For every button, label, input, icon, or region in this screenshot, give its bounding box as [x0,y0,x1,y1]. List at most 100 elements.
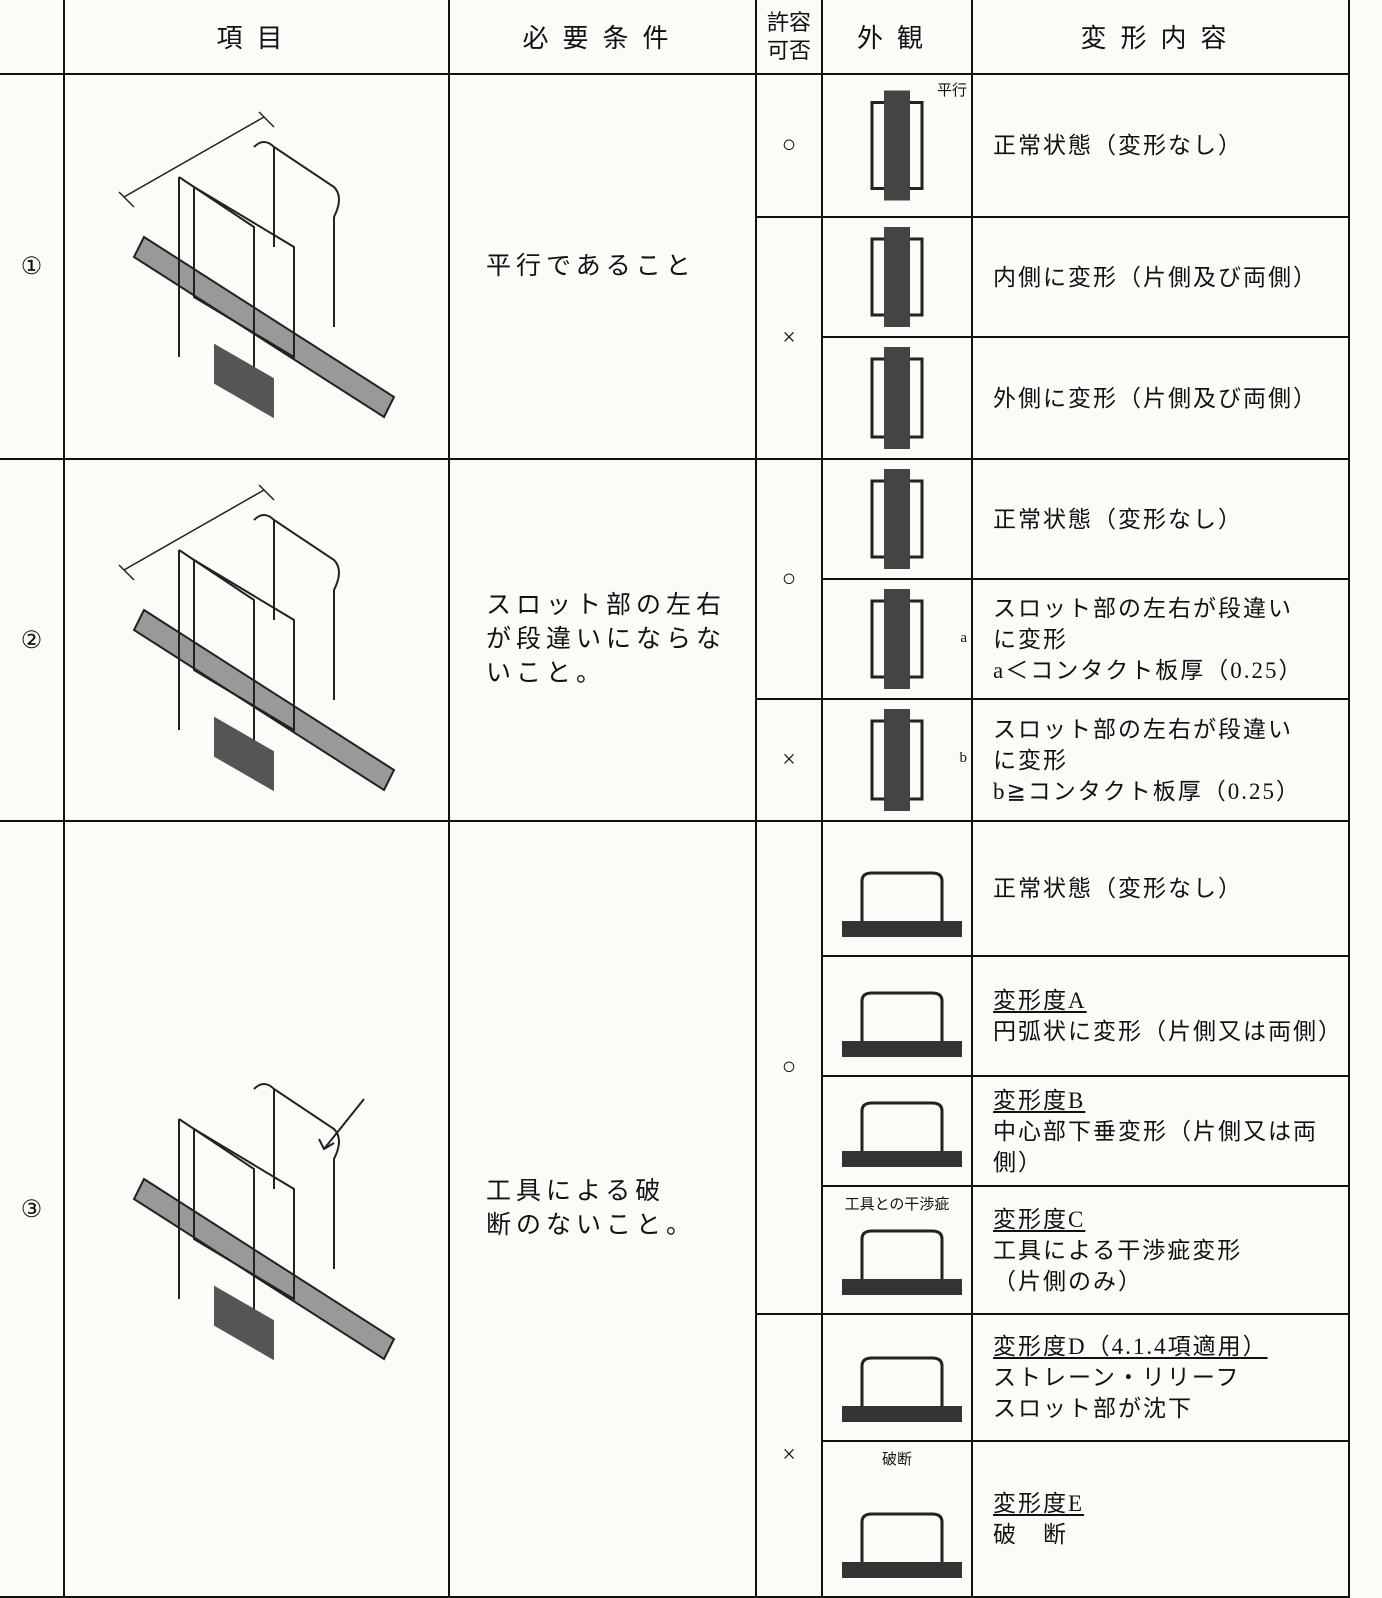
sketch-part [842,921,962,937]
requirement-line: 断のないこと。 [486,1212,697,1239]
acceptance-mark: × [782,324,796,351]
description-cell: 内側に変形（片側及び両側） [973,218,1350,338]
description-line: a＜コンタクト板厚（0.25） [993,657,1304,683]
acceptance-cell: ○ [757,460,823,700]
sketch-part [842,1406,962,1422]
header-cell: 許容可否 [757,0,823,75]
description-line: 正常状態（変形なし） [993,876,1243,901]
acceptance-mark: ○ [781,1054,797,1080]
sketch-part [884,90,910,201]
appearance-cell: 平行 [823,75,973,218]
requirement-line: が段違いにならな [486,626,727,653]
requirement-line: いこと。 [486,660,607,687]
number: ③ [20,1196,43,1223]
sketch-part [860,1229,944,1279]
sketch-part [214,716,274,792]
description-cell: スロット部の左右が段違い に変形 a＜コンタクト板厚（0.25） [973,580,1350,700]
description-line: 正常状態（変形なし） [993,506,1243,532]
row-number: ③ [0,822,65,1598]
sketch-part [214,343,274,418]
appearance-icon [870,347,924,449]
illustration-cell [65,75,450,460]
description-cell: 正常状態（変形なし） [973,460,1350,580]
description-cell: 変形度B 中心部下垂変形（片側又は両側） [973,1077,1350,1187]
sketch-part [193,1127,295,1301]
header-cell: 必要条件 [450,0,757,75]
appearance-cell [823,822,973,957]
sketch-part [842,1279,962,1295]
deformation-grade: 変形度B [993,1087,1086,1113]
description-line: ストレーン・リリーフ [993,1365,1241,1390]
description-line: に変形 [993,626,1068,652]
header-cell: 項目 [65,0,450,75]
acceptance-cell: ○ [757,75,823,218]
description-cell: 変形度D（4.1.4項適用） ストレーン・リリーフ スロット部が沈下 [973,1315,1350,1442]
header-cell [0,0,65,75]
appearance-note: a [960,630,967,646]
requirement-line: 工具による破 [486,1178,666,1205]
description-line: スロット部の左右が段違い [993,716,1293,742]
description-line: 外側に変形（片側及び両側） [993,385,1318,411]
appearance-cell [823,1315,973,1442]
appearance-note: 平行 [936,83,967,99]
header-cell: 変形内容 [973,0,1350,75]
description-line: スロット部が沈下 [993,1396,1193,1421]
appearance-icon [870,90,924,201]
description-line: 内側に変形（片側及び両側） [993,264,1318,290]
description-line: に変形 [993,747,1068,773]
appearance-icon [842,1512,962,1578]
row-number: ① [0,75,65,460]
description-line: 工具による干渉疵変形 [993,1237,1243,1263]
sketch-part [860,1356,944,1406]
deformation-grade: 変形度C [993,1206,1086,1232]
description-cell: スロット部の左右が段違い に変形 b≧コンタクト板厚（0.25） [973,700,1350,822]
appearance-note: 工具との干渉疵 [844,1197,950,1213]
acceptance-cell: × [757,1315,823,1598]
sketch-part [118,484,275,581]
appearance-note: 破断 [881,1452,912,1468]
sketch-part [884,709,910,811]
requirement-cell: スロット部の左右 が段違いにならな いこと。 [450,460,757,822]
sketch-part [193,558,295,732]
appearance-cell: 破断 [823,1442,973,1598]
appearance-cell: a [823,580,973,700]
number: ② [20,627,43,654]
row-number: ② [0,460,65,822]
appearance-icon [870,227,924,327]
appearance-icon [842,1356,962,1422]
appearance-cell [823,218,973,338]
illustration-cell [65,822,450,1598]
sketch-part [860,991,944,1041]
appearance-icon [870,589,924,689]
deformation-grade: 変形度D（4.1.4項適用） [993,1334,1268,1359]
sketch-part [132,235,396,418]
requirement-cell: 工具による破断のないこと。 [450,822,757,1598]
description-line: スロット部の左右が段違い [993,595,1293,621]
description-cell: 変形度C 工具による干渉疵変形 （片側のみ） [973,1187,1350,1315]
sketch-part [253,140,340,327]
description-line: 中心部下垂変形（片側又は両側） [993,1118,1318,1175]
acceptance-cell: × [757,218,823,460]
description-cell: 変形度A 円弧状に変形（片側又は両側） [973,957,1350,1077]
acceptance-mark: × [782,746,796,773]
sketch-part [860,871,944,921]
deformation-grade: 変形度A [993,988,1087,1013]
sketch-part [842,1562,962,1578]
appearance-icon [870,709,924,811]
description-line: （片側のみ） [993,1268,1143,1294]
appearance-cell [823,460,973,580]
sketch-part [118,110,275,208]
illustration [118,110,396,418]
sketch-part [842,1151,962,1167]
sketch-part [860,1512,944,1562]
acceptance-mark: ○ [781,132,797,158]
requirement-line: 平行であること [486,252,696,280]
requirement-cell: 平行であること [450,75,757,460]
sketch-part [253,514,340,700]
description-line: 正常状態（変形なし） [993,133,1243,158]
sketch-part [884,347,910,449]
sketch-part [884,469,910,569]
appearance-icon [870,469,924,569]
header-text: 変形内容 [1080,24,1241,53]
sketch-part [132,608,396,792]
